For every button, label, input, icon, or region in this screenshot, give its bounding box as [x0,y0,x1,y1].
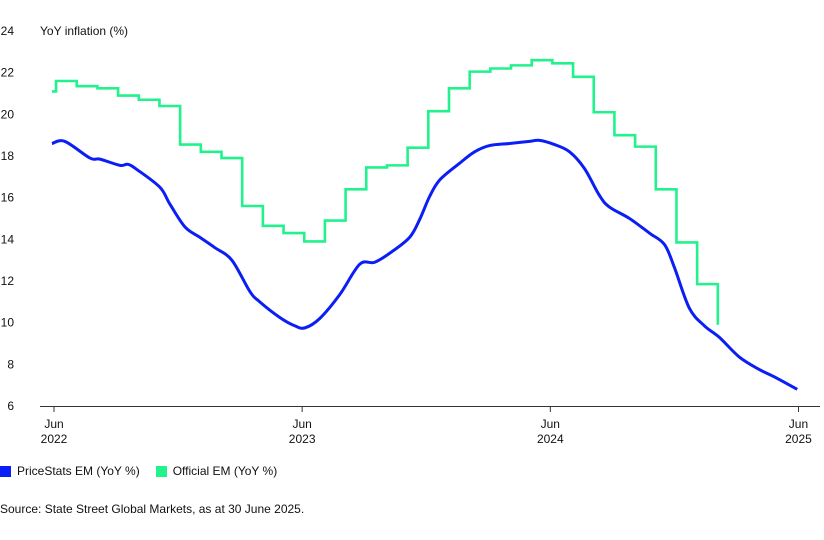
x-tick-label-month: Jun [44,417,63,431]
y-tick-label: 16 [1,191,15,205]
legend-item-pricestats: PriceStats EM (YoY %) [0,464,140,478]
y-tick-label: 6 [7,399,14,413]
x-tick-label-year: 2023 [289,432,316,446]
legend-label-official: Official EM (YoY %) [172,464,278,478]
x-tick-label-year: 2024 [537,432,564,446]
y-tick-label: 22 [1,66,15,80]
y-tick-label: 18 [1,149,15,163]
series-line-official-em [51,58,720,325]
y-tick-label: 10 [1,316,15,330]
x-tick-label-month: Jun [541,417,560,431]
x-tick-label-year: 2022 [41,432,68,446]
y-tick-label: 20 [1,107,15,121]
source-note: Source: State Street Global Markets, as … [0,502,305,516]
legend-swatch-official [155,465,167,477]
legend-item-official: Official EM (YoY %) [155,464,278,478]
legend-label-pricestats: PriceStats EM (YoY %) [17,464,140,478]
y-tick-label: 12 [1,274,15,288]
x-tick-label-month: Jun [789,417,808,431]
y-tick-label: 14 [1,232,15,246]
x-tick-label-year: 2025 [785,432,812,446]
y-tick-label: 8 [7,357,14,371]
legend: PriceStats EM (YoY %) Official EM (YoY %… [0,464,277,478]
x-tick-label-month: Jun [292,417,311,431]
y-tick-label: 24 [1,24,15,38]
legend-swatch-pricestats [0,465,11,477]
y-axis-title: YoY inflation (%) [40,24,128,38]
series-line-pricestats-em [51,138,798,391]
